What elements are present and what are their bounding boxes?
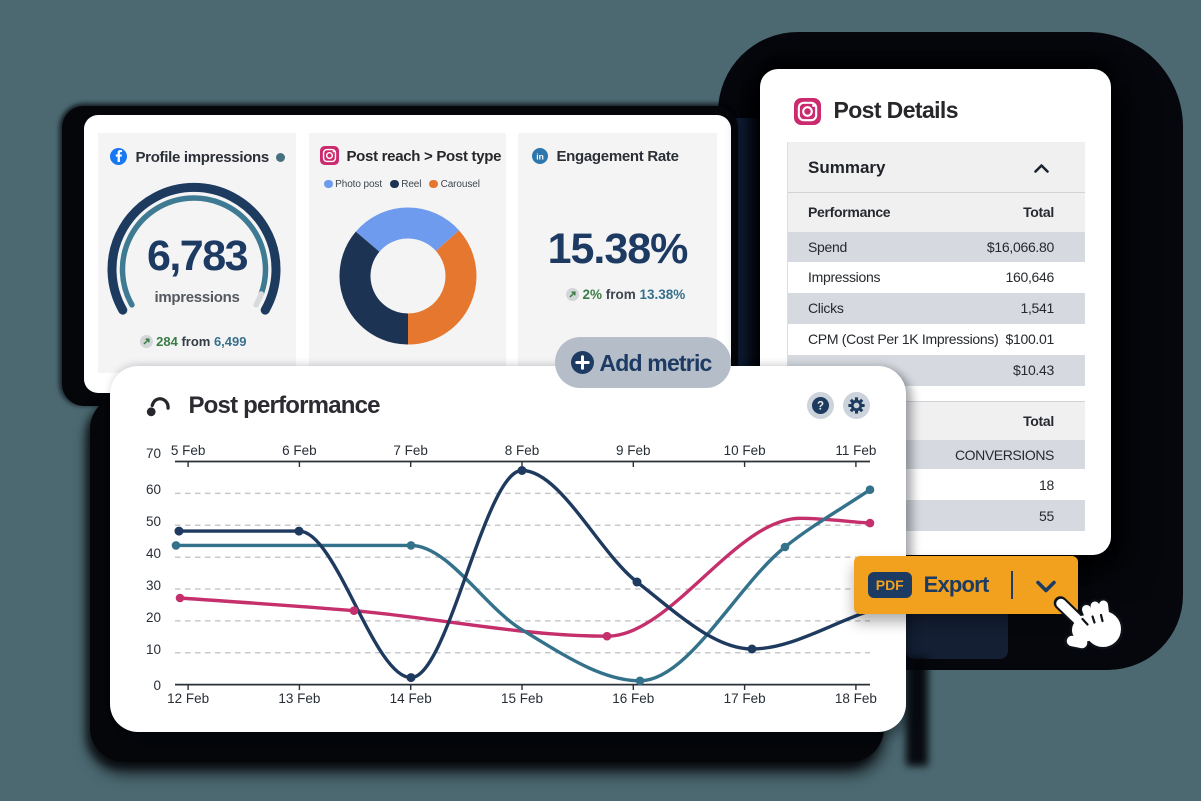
svg-text:?: ? [817,401,824,413]
svg-text:in: in [536,151,544,161]
